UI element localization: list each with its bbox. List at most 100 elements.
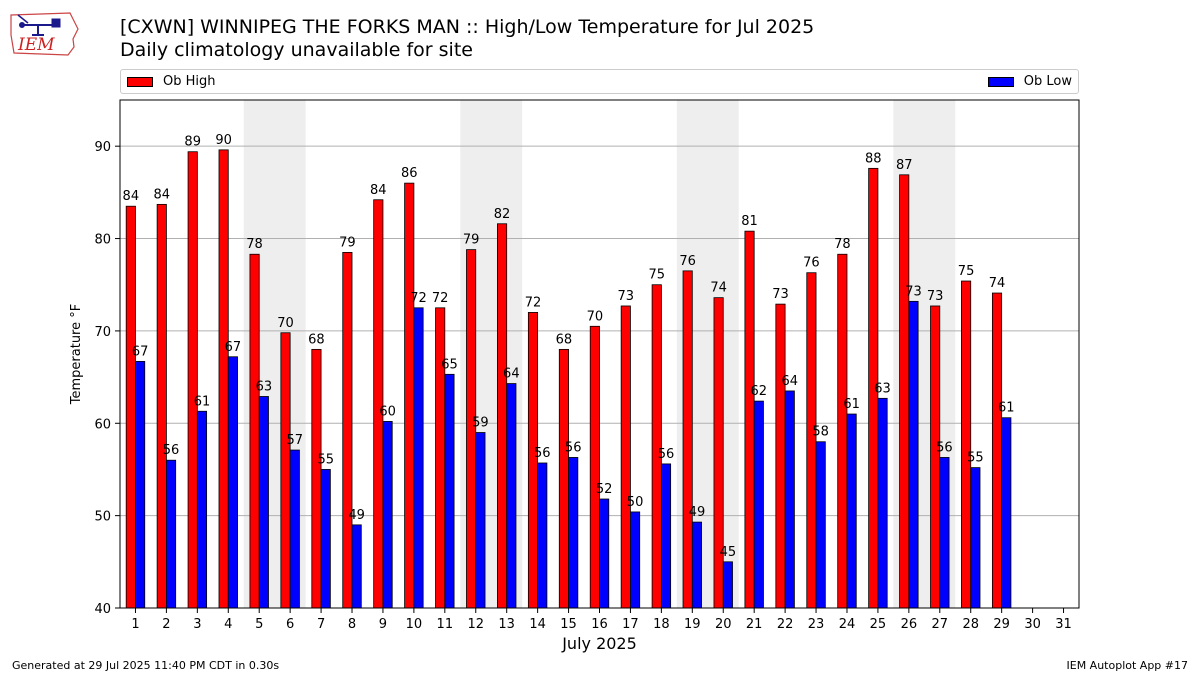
high-label-18: 75 <box>648 268 665 283</box>
x-tick-label-13: 13 <box>498 617 515 632</box>
high-bar-27 <box>930 305 941 609</box>
high-bar-28 <box>961 280 972 609</box>
x-tick-label-21: 21 <box>746 617 763 632</box>
low-bar-9 <box>382 421 393 609</box>
low-bar-17 <box>630 511 641 609</box>
high-label-3: 89 <box>184 135 201 150</box>
low-label-24: 61 <box>843 397 860 412</box>
low-label-6: 57 <box>287 433 304 448</box>
low-label-1: 67 <box>132 344 149 359</box>
low-label-11: 65 <box>441 357 458 372</box>
low-bar-3 <box>196 410 208 609</box>
low-bar-24 <box>846 413 857 609</box>
low-label-8: 49 <box>348 508 365 523</box>
low-label-23: 58 <box>812 425 829 440</box>
low-bar-20 <box>722 561 733 609</box>
iowa-outline-icon <box>10 12 79 56</box>
high-label-12: 79 <box>463 233 480 248</box>
low-bar-21 <box>753 400 764 609</box>
high-label-28: 75 <box>958 264 975 279</box>
high-label-4: 90 <box>215 133 232 148</box>
high-label-21: 81 <box>741 214 758 229</box>
low-bar-6 <box>289 449 300 609</box>
x-tick-label-26: 26 <box>901 617 918 632</box>
x-tick-label-6: 6 <box>286 617 294 632</box>
low-bar-12 <box>475 432 486 609</box>
low-bar-28 <box>970 467 981 609</box>
low-label-5: 63 <box>256 379 273 394</box>
low-bar-25 <box>877 397 888 609</box>
y-tick-label-40: 40 <box>94 602 111 617</box>
high-label-29: 74 <box>989 276 1006 291</box>
high-bar-6 <box>280 332 291 609</box>
x-tick-label-3: 3 <box>193 617 201 632</box>
high-bar-4 <box>218 149 229 609</box>
high-bar-8 <box>342 251 353 609</box>
low-bar-7 <box>320 469 331 609</box>
high-bar-1 <box>125 205 136 609</box>
high-bar-16 <box>589 325 600 609</box>
high-bar-29 <box>991 292 1003 609</box>
high-bar-3 <box>187 151 198 609</box>
low-label-20: 45 <box>720 545 737 560</box>
high-bar-17 <box>620 305 631 609</box>
x-tick-label-9: 9 <box>379 617 387 632</box>
low-label-15: 56 <box>565 440 582 455</box>
y-tick-label-80: 80 <box>94 233 111 248</box>
x-tick-label-1: 1 <box>131 617 139 632</box>
x-tick-label-29: 29 <box>993 617 1010 632</box>
low-bar-22 <box>784 390 795 609</box>
high-bar-24 <box>837 253 848 609</box>
x-tick-label-11: 11 <box>437 617 454 632</box>
low-bar-27 <box>939 457 950 609</box>
high-label-27: 73 <box>927 289 944 304</box>
high-label-1: 84 <box>123 189 140 204</box>
high-label-9: 84 <box>370 183 387 198</box>
low-label-2: 56 <box>163 443 180 458</box>
low-bar-15 <box>568 457 579 609</box>
high-label-22: 73 <box>772 287 789 302</box>
high-bar-19 <box>682 270 693 609</box>
x-tick-label-22: 22 <box>777 617 794 632</box>
x-tick-label-5: 5 <box>255 617 263 632</box>
high-bar-11 <box>435 307 446 609</box>
logo-text: IEM <box>17 35 55 55</box>
y-tick-label-90: 90 <box>94 140 111 155</box>
low-bar-23 <box>815 441 826 609</box>
x-tick-label-19: 19 <box>684 617 701 632</box>
legend-label-low: Ob Low <box>1023 74 1072 89</box>
footer-generated: Generated at 29 Jul 2025 11:40 PM CDT in… <box>12 659 280 672</box>
y-tick-label-70: 70 <box>94 325 111 340</box>
x-tick-label-4: 4 <box>224 617 232 632</box>
high-label-14: 72 <box>525 295 542 310</box>
x-tick-label-24: 24 <box>839 617 856 632</box>
low-label-27: 56 <box>936 440 953 455</box>
low-label-3: 61 <box>194 394 211 409</box>
high-label-23: 76 <box>803 256 820 271</box>
low-label-18: 56 <box>658 447 675 462</box>
high-bar-2 <box>156 203 167 609</box>
footer-app: IEM Autoplot App #17 <box>1066 659 1189 672</box>
x-tick-label-12: 12 <box>467 617 484 632</box>
low-label-10: 72 <box>410 291 427 306</box>
x-tick-label-30: 30 <box>1024 617 1041 632</box>
low-bar-29 <box>1001 417 1012 609</box>
low-bar-10 <box>413 307 424 609</box>
high-label-20: 74 <box>710 281 727 296</box>
low-label-17: 50 <box>627 495 644 510</box>
x-tick-label-2: 2 <box>162 617 170 632</box>
x-tick-label-16: 16 <box>591 617 608 632</box>
low-label-22: 64 <box>781 374 798 389</box>
low-bar-4 <box>227 356 238 609</box>
low-label-19: 49 <box>689 505 706 520</box>
high-label-5: 78 <box>246 237 263 252</box>
y-tick-label-60: 60 <box>94 417 111 432</box>
low-label-25: 63 <box>874 381 891 396</box>
y-tick-label-50: 50 <box>94 510 111 525</box>
high-label-11: 72 <box>432 291 449 306</box>
chart-subtitle: Daily climatology unavailable for site <box>120 39 473 61</box>
high-bar-23 <box>806 272 817 609</box>
high-label-10: 86 <box>401 166 418 181</box>
x-tick-label-17: 17 <box>622 617 639 632</box>
low-label-9: 60 <box>379 404 396 419</box>
